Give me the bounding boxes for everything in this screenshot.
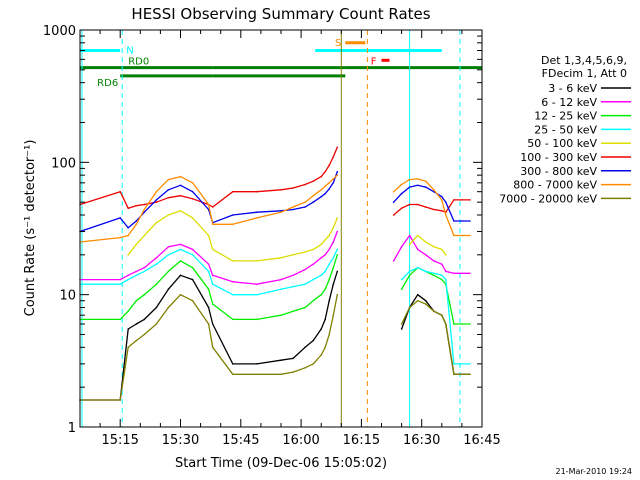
x-tick-label: 16:00	[282, 433, 319, 448]
series-line	[393, 178, 470, 237]
legend-label: 6 - 12 keV	[541, 96, 597, 109]
series-line	[80, 271, 338, 401]
y-tick-label: 10	[59, 289, 76, 304]
flag-n: N	[80, 46, 442, 57]
y-axis-label: Count Rate (s⁻¹ detector⁻¹)	[23, 140, 38, 317]
series-line	[401, 267, 470, 325]
legend-label: 50 - 100 keV	[527, 137, 597, 150]
axes-layer: 15:15 15:30 15:45 16:00 16:15 16:30 16:45 1 10 10…	[43, 24, 501, 448]
legend-entry-3-6-kev: 3 - 6 keV	[548, 82, 631, 95]
legend-entry-800-7000-kev: 800 - 7000 keV	[513, 179, 631, 192]
legend-header: Det 1,3,4,5,6,9,	[541, 54, 627, 67]
y-tick-label: 1	[68, 421, 76, 436]
legend-header: FDecim 1, Att 0	[542, 67, 627, 80]
legend: Det 1,3,4,5,6,9,FDecim 1, Att 0 3 - 6 keV…	[499, 54, 631, 205]
legend-label: 7000 - 20000 keV	[499, 192, 597, 205]
legend-entry-300-800-kev: 300 - 800 keV	[520, 165, 631, 178]
series-line	[393, 234, 470, 274]
legend-entry-25-50-kev: 25 - 50 keV	[534, 123, 631, 136]
flag-f: F	[371, 56, 390, 67]
legend-label: 300 - 800 keV	[520, 165, 597, 178]
legend-entry-6-12-kev: 6 - 12 keV	[541, 96, 631, 109]
legend-entry-7000-20000-kev: 7000 - 20000 keV	[499, 192, 631, 205]
legend-label: 12 - 25 keV	[534, 110, 597, 123]
y-tick-label: 1000	[43, 24, 76, 39]
flag-label: RD6	[97, 78, 118, 89]
legend-entry-50-100-kev: 50 - 100 keV	[527, 137, 631, 150]
legend-entry-12-25-kev: 12 - 25 keV	[534, 110, 631, 123]
series-7000-20000-kev	[79, 293, 471, 401]
series-line	[79, 174, 338, 243]
series-line	[79, 147, 338, 209]
series-800-7000-kev	[79, 174, 471, 243]
series-line	[409, 234, 447, 256]
series-line	[127, 210, 338, 262]
flag-label: S	[335, 38, 341, 49]
x-tick-label: 16:15	[343, 433, 380, 448]
flag-rd6: RD6	[97, 74, 346, 89]
series-line	[80, 248, 338, 296]
timestamp: 21-Mar-2010 19:24	[556, 467, 633, 476]
x-tick-label: 15:45	[222, 433, 259, 448]
flag-label: F	[371, 56, 377, 67]
verticals-layer	[81, 30, 461, 427]
series-50-100-kev	[127, 210, 447, 262]
legend-label: 3 - 6 keV	[548, 82, 597, 95]
legend-entry-100-300-kev: 100 - 300 keV	[520, 151, 631, 164]
flag-rd0: RD0	[80, 57, 482, 70]
series-layer	[79, 146, 471, 401]
flag-label: RD0	[128, 57, 149, 68]
flag-label: N	[126, 46, 133, 57]
series-line	[401, 267, 470, 365]
chart-title: HESSI Observing Summary Count Rates	[131, 5, 430, 23]
legend-label: 100 - 300 keV	[520, 151, 597, 164]
series-line	[393, 184, 470, 222]
x-tick-label: 15:30	[162, 433, 199, 448]
x-axis-label: Start Time (09-Dec-06 15:05:02)	[175, 456, 387, 471]
series-25-50-kev	[79, 248, 471, 365]
flag-s: S	[335, 38, 366, 49]
series-line	[80, 231, 338, 285]
x-tick-label: 16:30	[403, 433, 440, 448]
series-line	[80, 294, 338, 401]
series-line	[401, 300, 470, 375]
y-tick-label: 100	[51, 156, 76, 171]
series-12-25-kev	[79, 254, 471, 325]
x-tick-label: 15:15	[101, 433, 138, 448]
series-line	[80, 254, 338, 321]
series-line	[393, 199, 470, 216]
x-tick-label: 16:45	[463, 433, 500, 448]
legend-label: 800 - 7000 keV	[513, 179, 597, 192]
legend-label: 25 - 50 keV	[534, 123, 597, 136]
